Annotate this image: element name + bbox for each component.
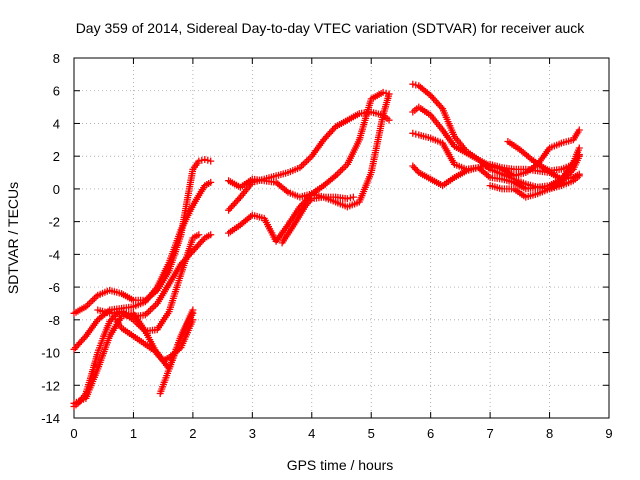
x-tick-label: 9	[605, 426, 612, 441]
data-marks	[225, 90, 393, 211]
y-tick-label: -6	[48, 280, 60, 295]
y-tick-label: -8	[48, 313, 60, 328]
y-tick-label: 2	[53, 149, 60, 164]
y-tick-label: 0	[53, 182, 60, 197]
y-tick-label: -4	[48, 247, 60, 262]
x-tick-label: 0	[70, 426, 77, 441]
data-marks	[486, 172, 583, 201]
plot-frame	[73, 57, 610, 419]
x-tick-label: 2	[189, 426, 196, 441]
tick-labels: 0 1 2 3 4 5 6 7 8 9 -14 -12 -10 -8 -6 -4 -2 0 2 4 6 8	[41, 51, 612, 441]
data-series	[70, 80, 583, 410]
y-tick-label: -14	[41, 411, 60, 426]
x-tick-label: 3	[249, 426, 256, 441]
data-marks	[156, 309, 197, 397]
y-tick-label: -10	[41, 346, 60, 361]
series-s16	[486, 172, 583, 201]
x-tick-label: 8	[546, 426, 553, 441]
series-s15	[409, 160, 583, 190]
x-tick-label: 7	[486, 426, 493, 441]
chart-title: Day 359 of 2014, Sidereal Day-to-day VTE…	[76, 20, 586, 36]
series-s11	[278, 193, 357, 247]
series-s4	[94, 231, 203, 335]
y-tick-label: 8	[53, 51, 60, 66]
x-tick-label: 5	[368, 426, 375, 441]
x-tick-label: 4	[308, 426, 315, 441]
y-axis-label: SDTVAR / TECUs	[5, 182, 21, 294]
x-axis-label: GPS time / hours	[287, 457, 394, 473]
y-tick-label: -2	[48, 215, 60, 230]
data-marks	[278, 193, 357, 247]
tick-marks	[73, 57, 610, 419]
series-s10	[225, 88, 393, 245]
y-tick-label: 6	[53, 84, 60, 99]
y-tick-label: 4	[53, 116, 60, 131]
series-s17	[504, 138, 583, 175]
x-tick-label: 1	[130, 426, 137, 441]
data-marks	[409, 160, 583, 190]
y-tick-label: -12	[41, 378, 60, 393]
data-marks	[225, 88, 393, 245]
series-s7	[156, 309, 197, 397]
data-marks	[70, 309, 197, 407]
series-s9	[225, 90, 393, 211]
data-marks	[94, 231, 203, 335]
data-marks	[504, 138, 583, 175]
x-tick-label: 6	[427, 426, 434, 441]
series-s5	[70, 309, 197, 407]
